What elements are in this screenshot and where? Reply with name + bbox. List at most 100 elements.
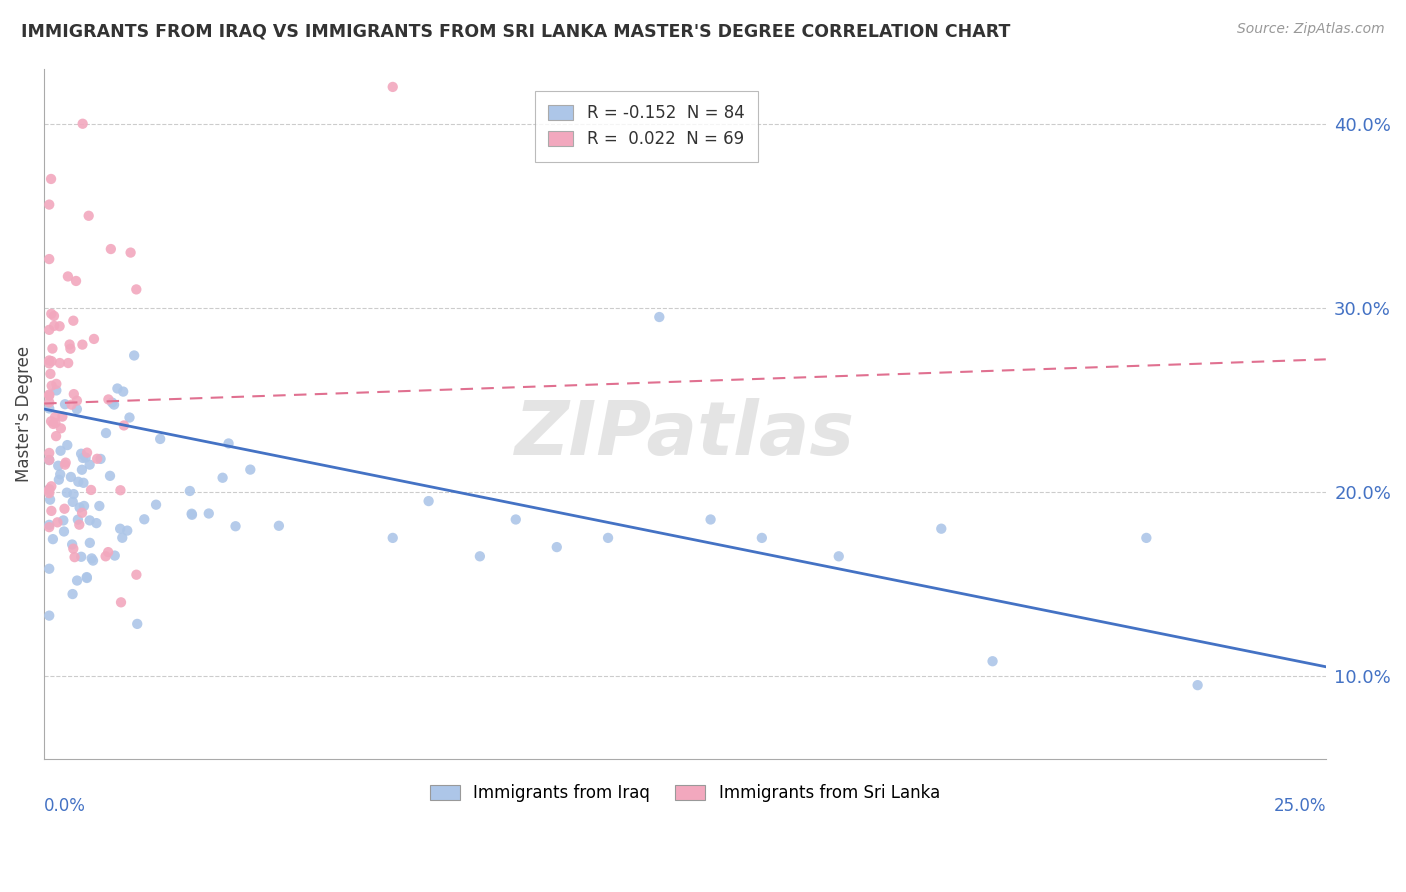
Point (60, 398, 83, 412)
Point (38, 401, 60, 416)
Point (72, 337, 94, 351)
Point (41, 378, 63, 392)
Point (82, 553, 104, 567)
Point (41, 504, 63, 518)
Point (181, 508, 204, 522)
Legend: R = -0.152  N = 84, R =  0.022  N = 69: R = -0.152 N = 84, R = 0.022 N = 69 (536, 91, 758, 161)
Point (117, 524, 139, 538)
Point (39, 492, 62, 507)
Point (46, 458, 69, 473)
Point (381, 531, 404, 545)
Point (699, 512, 721, 526)
Point (751, 531, 773, 545)
Point (42, 532, 65, 546)
Point (97, 392, 120, 407)
Point (39, 307, 62, 321)
Point (97, 545, 120, 559)
Point (98, 468, 121, 483)
Point (79, 458, 101, 472)
Point (49, 356, 72, 370)
Text: Source: ZipAtlas.com: Source: ZipAtlas.com (1237, 22, 1385, 37)
Point (38, 486, 60, 500)
Point (125, 567, 148, 582)
Point (42, 417, 65, 431)
Point (52, 513, 75, 527)
Point (44, 318, 66, 333)
Point (86, 516, 108, 530)
Point (929, 522, 952, 536)
Point (62, 487, 84, 501)
Point (110, 595, 132, 609)
Point (38, 453, 60, 467)
Point (53, 501, 76, 516)
Point (134, 512, 156, 526)
Point (38, 483, 60, 497)
Point (44, 410, 66, 425)
Point (94, 549, 117, 564)
Text: ZIPatlas: ZIPatlas (515, 398, 855, 471)
Point (39, 172, 62, 186)
Point (38, 446, 60, 460)
Point (1135, 531, 1157, 545)
Point (48, 319, 70, 334)
Point (75, 450, 97, 465)
Point (225, 519, 247, 533)
Point (76, 570, 98, 584)
Point (39, 367, 62, 381)
Point (122, 349, 145, 363)
Point (118, 410, 141, 425)
Point (70, 463, 93, 477)
Point (49, 467, 72, 482)
Point (72, 450, 94, 465)
Point (38, 520, 60, 534)
Point (38, 387, 60, 401)
Point (41, 354, 63, 368)
Point (120, 245, 142, 260)
Point (981, 654, 1004, 668)
Point (101, 395, 124, 409)
Point (104, 549, 127, 563)
Point (56, 438, 79, 452)
Point (90, 451, 112, 466)
Point (49, 443, 72, 458)
Point (648, 310, 671, 324)
Point (218, 436, 240, 450)
Point (100, 242, 122, 256)
Point (70, 549, 93, 564)
Point (94, 425, 117, 440)
Point (48, 473, 70, 487)
Text: IMMIGRANTS FROM IRAQ VS IMMIGRANTS FROM SRI LANKA MASTER'S DEGREE CORRELATION CH: IMMIGRANTS FROM IRAQ VS IMMIGRANTS FROM … (21, 22, 1011, 40)
Point (62, 314, 84, 328)
Point (39, 414, 62, 428)
Point (80, 483, 103, 497)
Point (267, 518, 290, 533)
Point (38, 252, 60, 266)
Point (418, 494, 440, 508)
Point (239, 462, 262, 476)
Point (38, 395, 60, 409)
Point (505, 512, 527, 526)
Point (112, 384, 135, 399)
Point (53, 524, 76, 539)
Point (63, 550, 86, 565)
Point (38, 608, 60, 623)
Y-axis label: Master's Degree: Master's Degree (15, 345, 32, 482)
Point (65, 274, 87, 288)
Point (38, 323, 60, 337)
Point (80, 551, 103, 566)
Point (66, 513, 89, 527)
Point (145, 498, 167, 512)
Point (62, 587, 84, 601)
Point (59, 342, 82, 356)
Point (76, 445, 98, 459)
Point (69, 500, 91, 515)
Point (49, 421, 72, 435)
Point (38, 353, 60, 368)
Point (51, 409, 73, 424)
Point (546, 540, 568, 554)
Point (1187, 678, 1209, 692)
Point (38, 356, 60, 370)
Point (110, 483, 132, 498)
Point (45, 376, 67, 391)
Point (73, 499, 96, 513)
